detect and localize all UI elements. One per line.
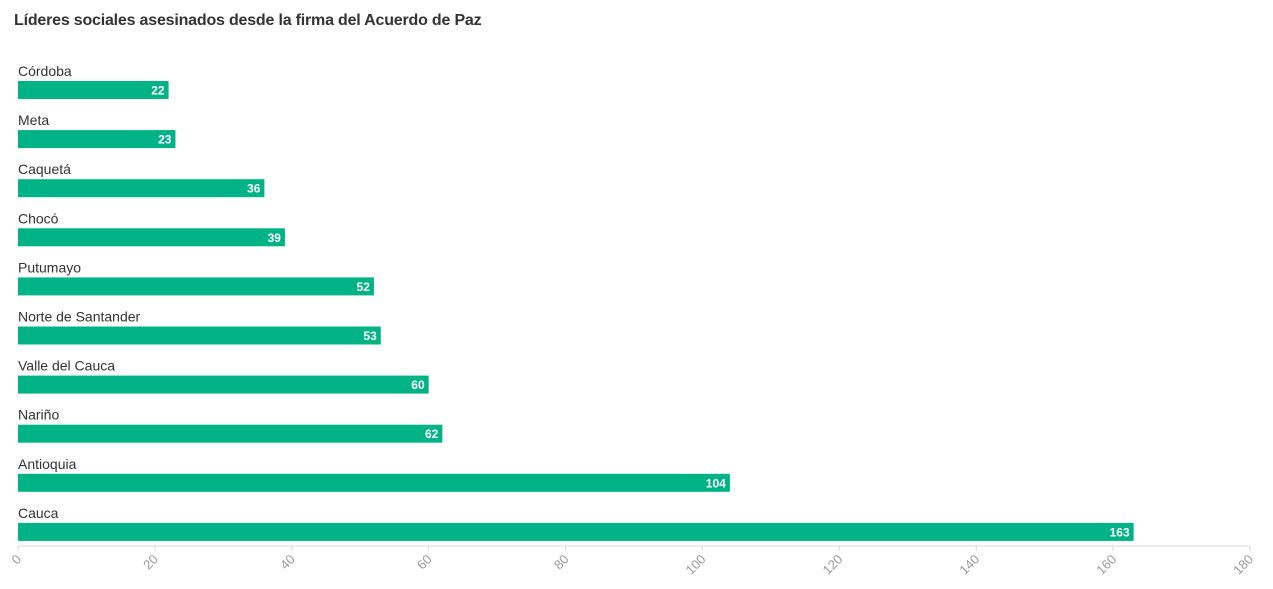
bar (18, 81, 169, 99)
data-label: 104 (706, 476, 726, 490)
category-label: Caquetá (18, 161, 71, 177)
data-label: 23 (158, 133, 172, 147)
bar (18, 228, 285, 247)
x-tick-label: 80 (551, 552, 572, 573)
bar (18, 130, 176, 149)
category-label: Valle del Cauca (18, 358, 115, 374)
data-label: 60 (411, 378, 425, 392)
x-tick-label: 140 (956, 552, 982, 578)
bar (18, 179, 265, 198)
data-label: 62 (425, 427, 439, 441)
x-tick-label: 100 (683, 552, 709, 578)
x-tick-label: 60 (414, 552, 435, 573)
data-label: 52 (357, 280, 371, 294)
category-label: Norte de Santander (18, 309, 141, 325)
data-label: 36 (247, 182, 261, 196)
x-tick-label: 160 (1093, 552, 1119, 578)
x-tick-label: 0 (8, 552, 24, 568)
x-tick-label: 40 (277, 552, 298, 573)
data-label: 22 (151, 84, 165, 98)
category-label: Nariño (18, 407, 59, 423)
category-label: Córdoba (18, 63, 72, 79)
category-label: Cauca (18, 505, 59, 521)
bar (18, 473, 730, 492)
bar (18, 326, 381, 345)
x-tick-label: 120 (820, 552, 846, 578)
category-label: Putumayo (18, 259, 81, 275)
category-label: Antioquia (18, 456, 77, 472)
x-tick-label: 180 (1230, 552, 1256, 578)
category-label: Chocó (18, 210, 59, 226)
bar (18, 277, 374, 296)
chart-title: Líderes sociales asesinados desde la fir… (14, 12, 482, 29)
bar (18, 424, 443, 443)
category-label: Meta (18, 112, 49, 128)
bar (18, 375, 429, 394)
x-tick-label: 20 (140, 552, 161, 573)
data-label: 53 (363, 329, 377, 343)
data-label: 39 (268, 231, 282, 245)
bar (18, 522, 1134, 541)
data-label: 163 (1110, 525, 1130, 539)
